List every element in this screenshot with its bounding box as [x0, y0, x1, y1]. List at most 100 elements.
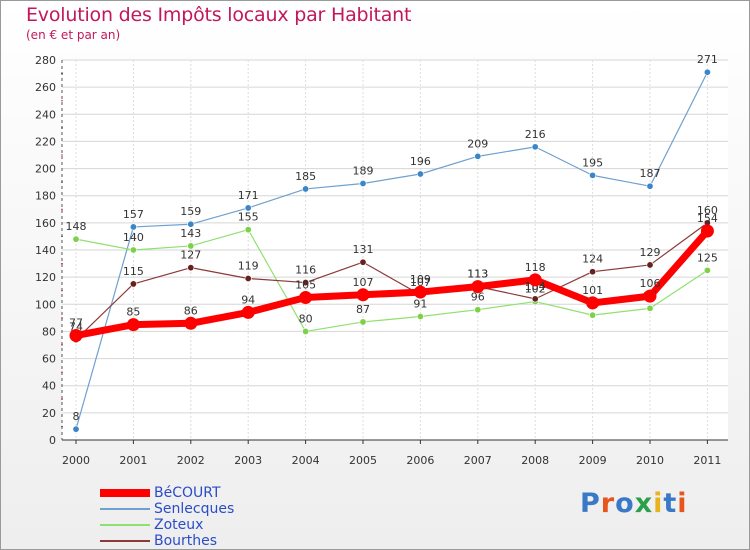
- logo-letter: o: [615, 488, 635, 519]
- data-point: [244, 274, 252, 282]
- data-label: 109: [410, 273, 431, 286]
- legend-swatch: [100, 540, 150, 542]
- proxiti-logo: Proxiti: [580, 488, 688, 519]
- data-label: 113: [467, 268, 488, 281]
- data-label: 148: [66, 220, 87, 233]
- data-label: 86: [184, 304, 198, 317]
- y-tick-label: 120: [35, 271, 56, 284]
- data-label: 127: [180, 249, 201, 262]
- data-label: 8: [73, 410, 80, 423]
- data-label: 113: [467, 268, 488, 281]
- y-tick-label: 240: [35, 108, 56, 121]
- data-label: 154: [697, 212, 718, 225]
- data-label: 101: [582, 284, 603, 297]
- data-point: [244, 226, 252, 234]
- x-tick-label: 2010: [636, 454, 664, 467]
- data-point: [129, 223, 137, 231]
- data-point: [531, 143, 539, 151]
- data-point: [646, 261, 654, 269]
- data-point: [72, 235, 80, 243]
- series-line-bécourt: [72, 227, 711, 339]
- data-label: 87: [356, 303, 370, 316]
- data-label: 160: [697, 204, 718, 217]
- data-label: 116: [295, 264, 316, 277]
- x-tick-label: 2000: [62, 454, 90, 467]
- data-label: 209: [467, 137, 488, 150]
- x-tick-label: 2003: [234, 454, 262, 467]
- data-point: [244, 204, 252, 212]
- data-point: [129, 246, 137, 254]
- data-point: [646, 304, 654, 312]
- data-point: [703, 266, 711, 274]
- data-label: 91: [413, 298, 427, 311]
- legend-swatch: [100, 508, 150, 510]
- data-point: [586, 296, 600, 310]
- data-label: 96: [471, 291, 485, 304]
- data-point: [302, 185, 310, 193]
- data-point: [187, 220, 195, 228]
- logo-letter: i: [677, 488, 688, 519]
- series-line-senlecques: [75, 71, 709, 430]
- data-point: [643, 289, 657, 303]
- data-point: [356, 288, 370, 302]
- data-point: [703, 68, 711, 76]
- y-tick-label: 60: [42, 353, 56, 366]
- data-label: 119: [238, 260, 259, 273]
- y-tick-label: 20: [42, 407, 56, 420]
- data-label: 129: [640, 246, 661, 259]
- data-label: 125: [697, 251, 718, 264]
- line-chart: 0 20 40 60 80 100 120 140 160 180 200 220 240 260 280 2…: [35, 53, 728, 467]
- data-label: 94: [241, 293, 255, 306]
- y-tick-label: 260: [35, 81, 56, 94]
- y-tick-label: 0: [49, 434, 56, 447]
- data-point: [184, 316, 198, 330]
- y-tick-label: 280: [35, 54, 56, 67]
- x-tick-label: 2007: [464, 454, 492, 467]
- data-label: 102: [525, 283, 546, 296]
- data-point: [528, 273, 542, 287]
- data-label: 195: [582, 156, 603, 169]
- data-point: [474, 152, 482, 160]
- data-label: 118: [525, 261, 546, 274]
- data-point: [126, 318, 140, 332]
- data-point: [359, 180, 367, 188]
- x-tick-label: 2006: [406, 454, 434, 467]
- data-label: 124: [582, 253, 603, 266]
- data-point: [413, 285, 427, 299]
- data-label: 107: [410, 276, 431, 289]
- logo-letter: P: [580, 488, 601, 519]
- data-point: [241, 305, 255, 319]
- legend-swatch: [100, 489, 150, 497]
- data-label: 105: [295, 279, 316, 292]
- data-point: [589, 311, 597, 319]
- data-label: 157: [123, 208, 144, 221]
- series-line-bourthes: [75, 222, 709, 341]
- y-tick-label: 200: [35, 163, 56, 176]
- data-point: [359, 258, 367, 266]
- x-tick-label: 2008: [521, 454, 549, 467]
- data-label: 131: [353, 243, 374, 256]
- data-point: [589, 171, 597, 179]
- data-label: 143: [180, 227, 201, 240]
- x-tick-label: 2005: [349, 454, 377, 467]
- data-point: [359, 318, 367, 326]
- data-point: [474, 306, 482, 314]
- data-label: 107: [353, 276, 374, 289]
- data-point: [700, 224, 714, 238]
- x-tick-label: 2011: [693, 454, 721, 467]
- data-point: [299, 291, 313, 304]
- data-label: 140: [123, 231, 144, 244]
- data-label: 85: [126, 306, 140, 319]
- data-point: [471, 280, 485, 294]
- y-tick-label: 180: [35, 190, 56, 203]
- data-point: [646, 182, 654, 190]
- legend-label: Zoteux: [154, 517, 204, 533]
- data-point: [187, 264, 195, 272]
- y-tick-label: 100: [35, 298, 56, 311]
- chart-title: Evolution des Impôts locaux par Habitant: [26, 4, 412, 26]
- data-point: [416, 170, 424, 178]
- legend-label: BéCOURT: [154, 485, 221, 501]
- data-label: 216: [525, 128, 546, 141]
- x-tick-label: 2001: [119, 454, 147, 467]
- y-tick-label: 140: [35, 244, 56, 257]
